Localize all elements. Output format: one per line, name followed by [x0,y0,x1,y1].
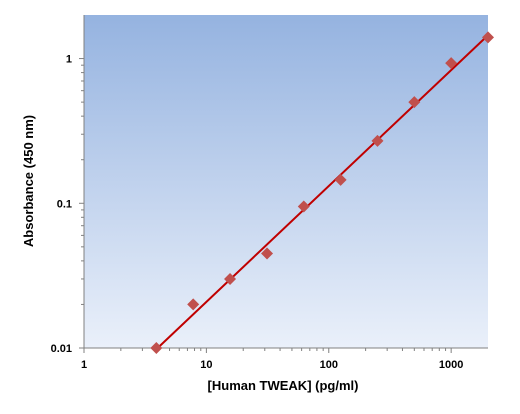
x-axis-title: [Human TWEAK] (pg/ml) [208,378,359,393]
x-tick-label: 100 [320,359,338,371]
data-point [224,272,237,285]
data-points [150,31,494,354]
data-point [408,96,421,109]
data-point [334,173,347,186]
tick-labels: 1 10 100 1000 0.01 0.1 1 [51,54,464,371]
data-point [297,200,310,213]
x-tick-label: 1 [81,359,87,371]
y-tick-label: 0.1 [57,198,72,210]
fit-line [155,34,489,350]
data-point [371,134,384,147]
plot-area [84,15,488,348]
data-point [482,31,494,44]
fit-line-group [155,34,489,350]
y-axis-title: Absorbance (450 nm) [21,115,36,247]
data-point [187,298,200,311]
data-point [261,247,274,260]
data-point [150,342,163,354]
x-tick-label: 1000 [439,359,463,371]
data-point [445,57,458,70]
y-tick-label: 0.01 [51,343,72,355]
x-tick-label: 10 [200,359,212,371]
y-tick-label: 1 [66,54,72,66]
